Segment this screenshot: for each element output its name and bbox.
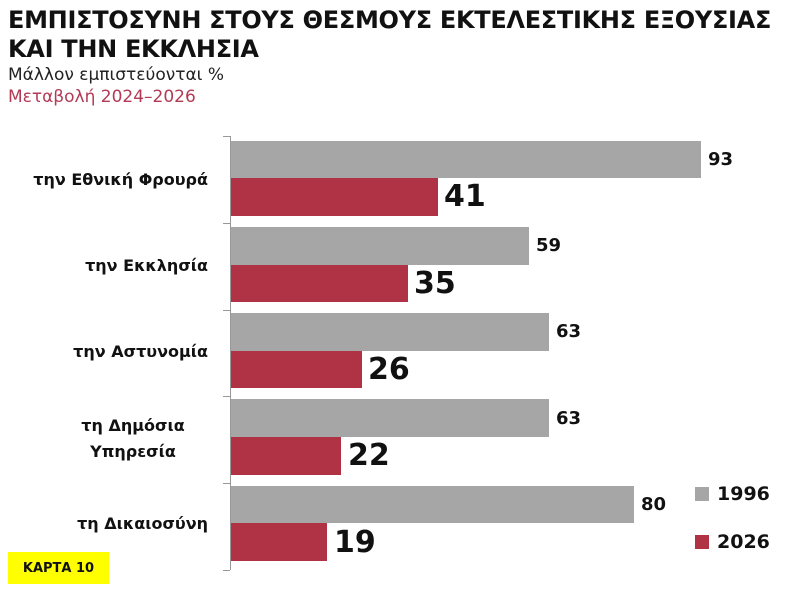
axis-tick bbox=[223, 136, 230, 137]
bar-1996 bbox=[231, 227, 529, 265]
category-label: τη Δικαιοσύνη bbox=[77, 514, 208, 533]
value-label-2026: 41 bbox=[444, 179, 486, 214]
axis-tick bbox=[223, 396, 230, 397]
category-label-text: τη Δημόσια Υπηρεσία bbox=[81, 416, 185, 461]
chart-change-period: Μεταβολή 2024–2026 bbox=[8, 87, 196, 107]
legend-label: 2026 bbox=[717, 531, 770, 553]
bar-1996 bbox=[231, 141, 701, 178]
value-label-2026: 22 bbox=[348, 438, 390, 473]
value-label-1996: 93 bbox=[708, 149, 734, 170]
legend-swatch-red-icon bbox=[695, 535, 709, 549]
bar-2026 bbox=[231, 265, 408, 302]
bar-2026 bbox=[231, 351, 362, 388]
bar-1996 bbox=[231, 486, 634, 523]
value-label-1996: 63 bbox=[556, 321, 582, 342]
category-label: τη Δημόσια Υπηρεσία bbox=[0, 413, 208, 465]
category-label: την Εθνική Φρουρά bbox=[33, 170, 208, 189]
card-badge: ΚΑΡΤΑ 10 bbox=[8, 552, 109, 584]
value-label-2026: 26 bbox=[368, 352, 410, 387]
card-badge-label: ΚΑΡΤΑ 10 bbox=[22, 560, 95, 576]
legend-swatch-gray-icon bbox=[695, 487, 709, 501]
legend-item-2026: 2026 bbox=[695, 531, 770, 553]
value-label-2026: 19 bbox=[334, 525, 376, 560]
value-label-1996: 59 bbox=[536, 235, 562, 256]
category-label: την Αστυνομία bbox=[73, 342, 208, 361]
bar-2026 bbox=[231, 178, 438, 216]
axis-tick bbox=[223, 223, 230, 224]
bar-2026 bbox=[231, 437, 341, 475]
bar-1996 bbox=[231, 313, 549, 351]
value-label-1996: 80 bbox=[641, 494, 667, 515]
axis-tick bbox=[223, 570, 230, 571]
axis-tick bbox=[223, 483, 230, 484]
value-label-2026: 35 bbox=[414, 266, 456, 301]
chart-subtitle: Μάλλον εμπιστεύονται % bbox=[8, 65, 224, 85]
legend-item-1996: 1996 bbox=[695, 483, 770, 505]
bar-2026 bbox=[231, 523, 327, 561]
legend-label: 1996 bbox=[717, 483, 770, 505]
axis-tick bbox=[223, 310, 230, 311]
bar-1996 bbox=[231, 399, 549, 437]
value-label-1996: 63 bbox=[556, 408, 582, 429]
category-label: την Εκκλησία bbox=[85, 256, 208, 275]
chart-title: ΕΜΠΙΣΤΟΣΥΝΗ ΣΤΟΥΣ ΘΕΣΜΟΥΣ ΕΚΤΕΛΕΣΤΙΚΗΣ Ε… bbox=[8, 6, 772, 63]
category-axis bbox=[230, 136, 231, 570]
